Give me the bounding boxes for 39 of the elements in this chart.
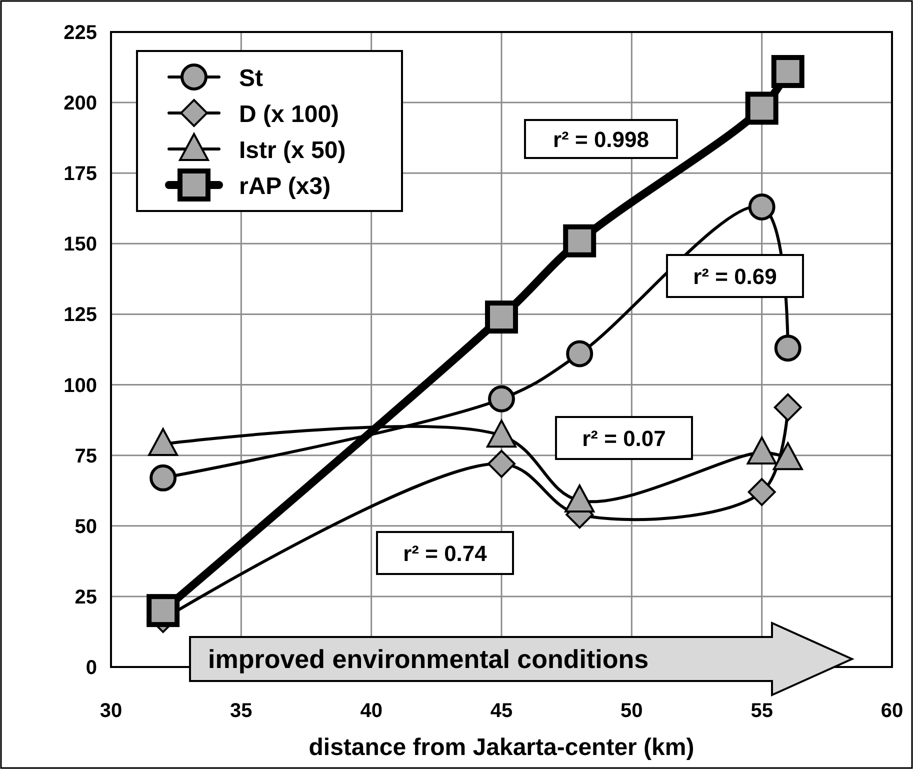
point xyxy=(774,334,802,362)
annotation: r² = 0.69 xyxy=(693,264,777,289)
x-axis-title: distance from Jakarta-center (km) xyxy=(308,734,694,761)
annotation: r² = 0.07 xyxy=(582,426,666,451)
y-tick-label: 200 xyxy=(64,92,97,115)
y-tick-label: 150 xyxy=(64,234,97,256)
point xyxy=(485,300,518,334)
legend-label: D (x 100) xyxy=(239,101,340,128)
point xyxy=(748,193,776,220)
point xyxy=(488,450,516,478)
point xyxy=(488,385,515,412)
y-tick-label: 100 xyxy=(64,374,97,397)
x-tick-label: 50 xyxy=(620,700,643,722)
x-tick-label: 55 xyxy=(750,700,773,722)
point xyxy=(150,464,177,492)
legend-label: Istr (x 50) xyxy=(239,137,346,164)
y-tick-label: 0 xyxy=(86,657,97,679)
x-tick-label: 40 xyxy=(360,700,382,722)
point xyxy=(745,92,778,125)
y-tick-label: 25 xyxy=(74,586,97,608)
point xyxy=(771,55,804,88)
x-tick-label: 35 xyxy=(230,700,252,722)
y-tick-label: 175 xyxy=(64,163,97,186)
point xyxy=(774,393,802,422)
legend-label: rAP (x3) xyxy=(239,173,331,200)
x-tick-label: 30 xyxy=(100,700,122,722)
annotation: r² = 0.998 xyxy=(552,127,650,152)
point xyxy=(566,340,594,368)
point xyxy=(748,478,776,506)
y-tick-label: 125 xyxy=(64,304,97,326)
annotation: r² = 0.74 xyxy=(403,541,488,566)
annotation: improved environmental conditions xyxy=(208,644,649,674)
y-tick-label: 75 xyxy=(74,445,97,468)
legend-label: St xyxy=(239,65,264,92)
x-tick-label: 45 xyxy=(490,700,513,722)
point xyxy=(563,224,596,258)
y-tick-label: 225 xyxy=(64,22,97,44)
y-tick-label: 50 xyxy=(74,516,97,538)
x-tick-label: 60 xyxy=(880,700,904,722)
